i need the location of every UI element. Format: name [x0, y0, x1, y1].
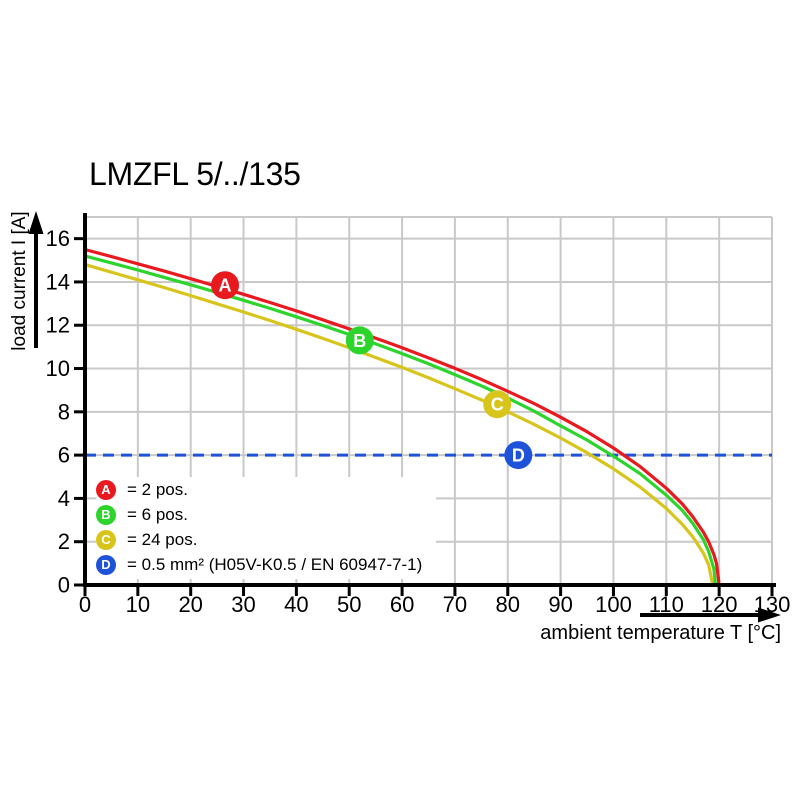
marker-letter-B: B [353, 331, 366, 351]
page-title: LMZFL 5/../135 [89, 156, 301, 192]
marker-D [504, 441, 533, 470]
legend-marker-letter: A [101, 482, 111, 497]
legend-item-d: D = 0.5 mm² (H05V-K0.5 / EN 60947-7-1) [96, 552, 422, 577]
y-tick-label: 14 [46, 269, 70, 294]
x-tick-label: 20 [178, 592, 202, 617]
marker-C [483, 390, 512, 419]
marker-letter-A: A [219, 276, 232, 296]
y-tick-label: 10 [46, 356, 70, 381]
x-axis-arrow-icon [640, 607, 781, 623]
x-tick-label: 60 [390, 592, 414, 617]
legend-item-label: = 6 pos. [127, 504, 188, 524]
legend-marker-a-icon: A [96, 479, 116, 500]
y-axis-label: load current I [A] [9, 211, 30, 351]
legend-marker-b-icon: B [96, 504, 116, 525]
legend-item-b: B = 6 pos. [96, 502, 422, 527]
y-tick-label: 2 [58, 529, 70, 554]
curve-B [83, 254, 718, 587]
y-axis-arrow-icon [28, 211, 44, 348]
x-tick-label: 110 [649, 592, 684, 617]
legend-item-a: A = 2 pos. [96, 477, 422, 502]
marker-B [345, 326, 374, 355]
y-tick-label: 16 [46, 226, 70, 251]
y-tick-label: 4 [58, 486, 70, 511]
y-tick-label: 12 [46, 313, 70, 338]
x-tick-label: 40 [284, 592, 308, 617]
marker-letter-C: C [491, 395, 504, 415]
x-tick-label: 100 [595, 592, 632, 617]
legend-marker-letter: B [101, 507, 111, 522]
x-tick-label: 50 [337, 592, 361, 617]
legend-marker-letter: C [101, 532, 111, 547]
x-tick-label: 30 [231, 592, 255, 617]
y-tick-label: 0 [58, 573, 70, 598]
x-tick-label: 0 [79, 592, 91, 617]
legend-item-label: = 0.5 mm² (H05V-K0.5 / EN 60947-7-1) [127, 554, 423, 574]
legend: A = 2 pos. B = 6 pos. C = 24 pos. D = 0.… [96, 477, 437, 579]
legend-item-c: C = 24 pos. [96, 527, 422, 552]
legend-marker-letter: D [101, 557, 111, 572]
marker-A [211, 271, 240, 300]
x-tick-label: 130 [754, 592, 791, 617]
y-tick-label: 8 [58, 399, 70, 424]
x-tick-label: 80 [496, 592, 520, 617]
legend-item-label: = 2 pos. [127, 479, 188, 499]
marker-letter-D: D [512, 446, 525, 466]
y-tick-label: 6 [58, 443, 70, 468]
x-tick-label: 90 [548, 592, 572, 617]
x-axis-label: ambient temperature T [°C] [540, 622, 781, 644]
curve-C [83, 263, 715, 587]
legend-item-label: = 24 pos. [127, 529, 198, 549]
legend-marker-d-icon: D [96, 554, 116, 575]
x-tick-label: 70 [443, 592, 467, 617]
x-tick-label: 10 [126, 592, 150, 617]
legend-marker-c-icon: C [96, 529, 116, 550]
x-tick-label: 120 [701, 592, 738, 617]
